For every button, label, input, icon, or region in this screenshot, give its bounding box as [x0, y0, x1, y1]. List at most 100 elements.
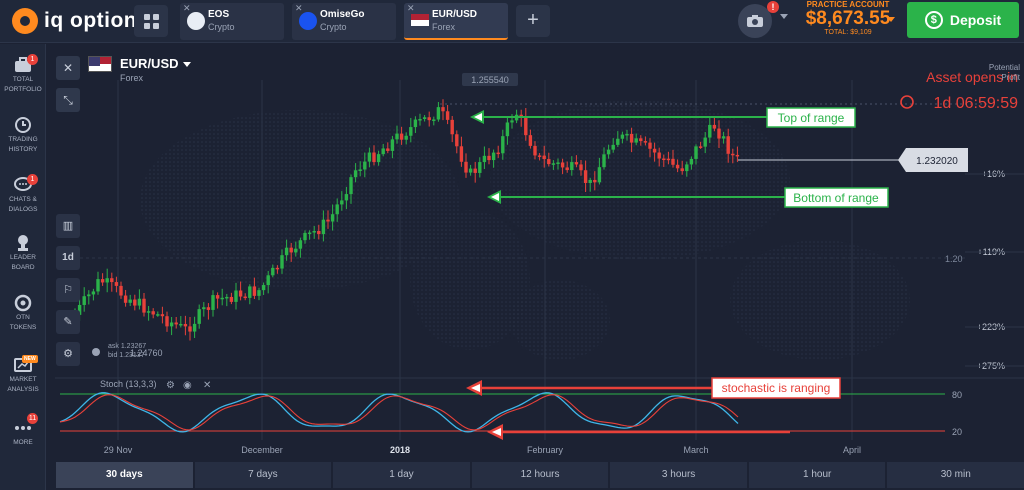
period-1-day[interactable]: 1 day: [333, 462, 470, 488]
notification-badge: 1: [27, 174, 38, 185]
period-1-hour[interactable]: 1 hour: [748, 462, 886, 488]
camera-button[interactable]: [738, 4, 772, 38]
tab-eur-usd[interactable]: ✕ EUR/USD Forex: [404, 3, 508, 40]
period-12-hours[interactable]: 12 hours: [471, 462, 609, 488]
collapse-icon: ⤡: [63, 93, 73, 107]
balance-value: $8,673.55: [805, 8, 891, 29]
candle-body: [491, 152, 496, 161]
settings-button[interactable]: ⚙: [56, 342, 80, 366]
bottom-of-range-label: Bottom of range: [793, 191, 879, 205]
candle-body: [340, 200, 344, 205]
candle-body: [261, 285, 266, 291]
candle-body: [96, 279, 100, 292]
candle-body: [468, 168, 473, 173]
candle-body: [137, 298, 142, 306]
candle-body: [160, 314, 165, 317]
close-icon[interactable]: ✕: [183, 3, 191, 13]
deposit-button[interactable]: $ Deposit: [907, 2, 1019, 38]
stochastic-label-box: [711, 377, 841, 399]
candle-body: [238, 290, 243, 297]
candle-body: [703, 137, 707, 147]
period-30-days[interactable]: 30 days: [56, 462, 193, 488]
bid-price: bid 1.23137: [108, 352, 145, 359]
top-price-tag: [462, 73, 518, 86]
deposit-label: Deposit: [949, 12, 1002, 28]
logo-icon: [12, 8, 38, 34]
collapse-button[interactable]: ⤡: [56, 88, 80, 112]
trophy-icon: [18, 235, 28, 251]
sidebar-item-history[interactable]: TRADING HISTORY: [0, 116, 46, 154]
x-axis-label: 2018: [390, 445, 410, 455]
gear-icon[interactable]: ⚙: [166, 380, 175, 391]
potential-label: Potential: [989, 63, 1020, 72]
tab-omisego[interactable]: ✕ OmiseGo Crypto: [292, 3, 396, 40]
candle-body: [77, 304, 82, 315]
pen-icon: ✎: [63, 316, 73, 328]
sidebar-item-tokens[interactable]: OTN TOKENS: [0, 294, 46, 332]
sidebar-item-chats[interactable]: CHATS & DIALOGS 1: [0, 174, 46, 214]
period-30-min[interactable]: 30 min: [887, 462, 1024, 488]
tab-type: Crypto: [320, 22, 347, 32]
candle-body: [510, 120, 514, 123]
chart-type-button[interactable]: ▥: [56, 214, 80, 238]
period-7-days[interactable]: 7 days: [194, 462, 332, 488]
chevron-down-icon[interactable]: [780, 14, 788, 19]
add-tab-button[interactable]: +: [516, 5, 550, 37]
period-3-hours[interactable]: 3 hours: [610, 462, 747, 488]
flag-icon: [88, 56, 112, 72]
candle-body: [179, 323, 183, 326]
sidebar-item-portfolio[interactable]: TOTAL PORTFOLIO 1: [0, 54, 46, 94]
alert-badge: !: [767, 1, 779, 13]
current-price-label: 1.232020: [916, 156, 958, 167]
candle-body: [427, 117, 431, 121]
chart-grid: 1.20: [80, 80, 965, 440]
top-bar: iq option ✕ EOS Crypto ✕ OmiseGo Crypto …: [0, 0, 1024, 43]
candle-body: [211, 295, 215, 310]
close-chart-button[interactable]: ✕: [56, 56, 80, 80]
countdown: 1d 06:59:59: [933, 95, 1018, 112]
sidebar-item-analysis[interactable]: MARKET ANALYSIS NEW: [0, 355, 46, 394]
eos-icon: [187, 12, 205, 30]
profit-label: Profit: [1001, 73, 1020, 82]
indicators-button[interactable]: ⚐: [56, 278, 80, 302]
total-value: TOTAL: $9,109: [824, 29, 872, 36]
candle-body: [404, 135, 408, 140]
candle-body: [726, 136, 730, 154]
account-balance[interactable]: PRACTICE ACCOUNT $8,673.55 TOTAL: $9,109: [796, 0, 900, 36]
arrow-icon: [491, 193, 499, 201]
help-icon[interactable]: [92, 348, 100, 356]
candle-body: [542, 155, 546, 160]
candle-body: [547, 159, 551, 165]
close-icon[interactable]: ✕: [295, 3, 303, 13]
drawing-button[interactable]: ✎: [56, 310, 80, 334]
candle-body: [82, 296, 86, 305]
sidebar-item-more[interactable]: MORE 11: [0, 413, 46, 447]
close-icon[interactable]: ✕: [203, 380, 211, 391]
candle-body: [625, 133, 629, 136]
dollar-icon: $: [924, 11, 943, 29]
candle-body: [620, 134, 625, 139]
all-assets-button[interactable]: [134, 5, 168, 37]
candle-body: [395, 133, 399, 140]
candle-body: [197, 309, 201, 324]
chevron-down-icon[interactable]: [887, 17, 895, 22]
arrow-icon: [492, 428, 501, 436]
arrow-icon: [474, 113, 482, 121]
candle-body: [735, 154, 740, 157]
candle-body: [202, 307, 206, 310]
instrument-selector[interactable]: EUR/USD Forex: [88, 56, 191, 83]
timeframe-button[interactable]: 1d: [56, 246, 80, 270]
candle-body: [611, 144, 615, 150]
candle-body: [312, 231, 316, 233]
tab-eos[interactable]: ✕ EOS Crypto: [180, 3, 284, 40]
logo[interactable]: iq option: [12, 8, 137, 34]
candle-body: [478, 162, 482, 173]
sidebar-item-leaderboard[interactable]: LEADER BOARD: [0, 234, 46, 272]
chevron-down-icon: [182, 62, 191, 68]
candle-body: [409, 127, 413, 136]
close-icon[interactable]: ✕: [407, 3, 415, 13]
eye-icon[interactable]: ◉: [183, 380, 192, 391]
close-icon: ✕: [62, 61, 74, 75]
candle-body: [321, 219, 326, 235]
